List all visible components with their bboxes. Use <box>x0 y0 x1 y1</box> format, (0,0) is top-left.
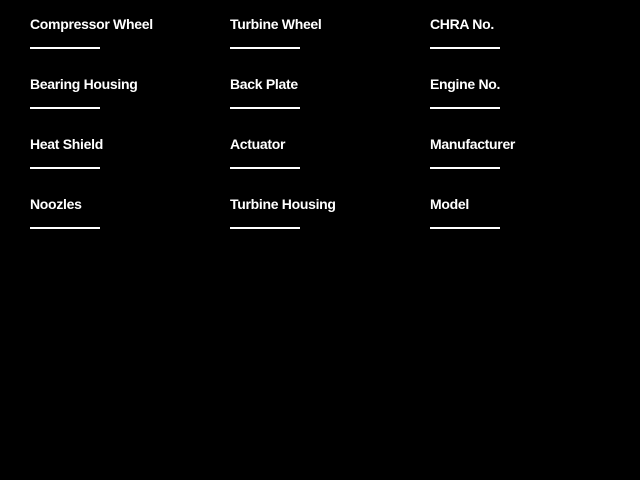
field-entry-line[interactable] <box>30 107 100 109</box>
field-turbine-housing: Turbine Housing <box>230 180 420 240</box>
field-entry-line[interactable] <box>30 47 100 49</box>
form-column-right: CHRA No. Engine No. Manufacturer Model <box>430 0 620 240</box>
field-label: Compressor Wheel <box>30 16 153 32</box>
field-entry-line[interactable] <box>430 227 500 229</box>
field-label: Heat Shield <box>30 136 103 152</box>
field-heat-shield: Heat Shield <box>30 120 220 180</box>
field-label: Turbine Housing <box>230 196 336 212</box>
field-model: Model <box>430 180 620 240</box>
field-entry-line[interactable] <box>30 167 100 169</box>
field-turbine-wheel: Turbine Wheel <box>230 0 420 60</box>
field-entry-line[interactable] <box>230 107 300 109</box>
field-compressor-wheel: Compressor Wheel <box>30 0 220 60</box>
field-label: Turbine Wheel <box>230 16 322 32</box>
form-column-middle: Turbine Wheel Back Plate Actuator Turbin… <box>230 0 420 240</box>
field-entry-line[interactable] <box>230 227 300 229</box>
field-entry-line[interactable] <box>430 167 500 169</box>
field-label: Model <box>430 196 469 212</box>
field-label: Engine No. <box>430 76 501 92</box>
field-chra-no: CHRA No. <box>430 0 620 60</box>
field-back-plate: Back Plate <box>230 60 420 120</box>
field-label: CHRA No. <box>430 16 494 32</box>
field-entry-line[interactable] <box>230 47 300 49</box>
field-entry-line[interactable] <box>430 47 500 49</box>
field-manufacturer: Manufacturer <box>430 120 620 180</box>
form-column-left: Compressor Wheel Bearing Housing Heat Sh… <box>30 0 220 240</box>
field-label: Back Plate <box>230 76 298 92</box>
field-actuator: Actuator <box>230 120 420 180</box>
field-entry-line[interactable] <box>30 227 100 229</box>
field-label: Bearing Housing <box>30 76 138 92</box>
field-bearing-housing: Bearing Housing <box>30 60 220 120</box>
field-entry-line[interactable] <box>230 167 300 169</box>
field-label: Manufacturer <box>430 136 516 152</box>
field-label: Actuator <box>230 136 286 152</box>
field-engine-no: Engine No. <box>430 60 620 120</box>
field-noozles: Noozles <box>30 180 220 240</box>
field-label: Noozles <box>30 196 82 212</box>
field-entry-line[interactable] <box>430 107 500 109</box>
